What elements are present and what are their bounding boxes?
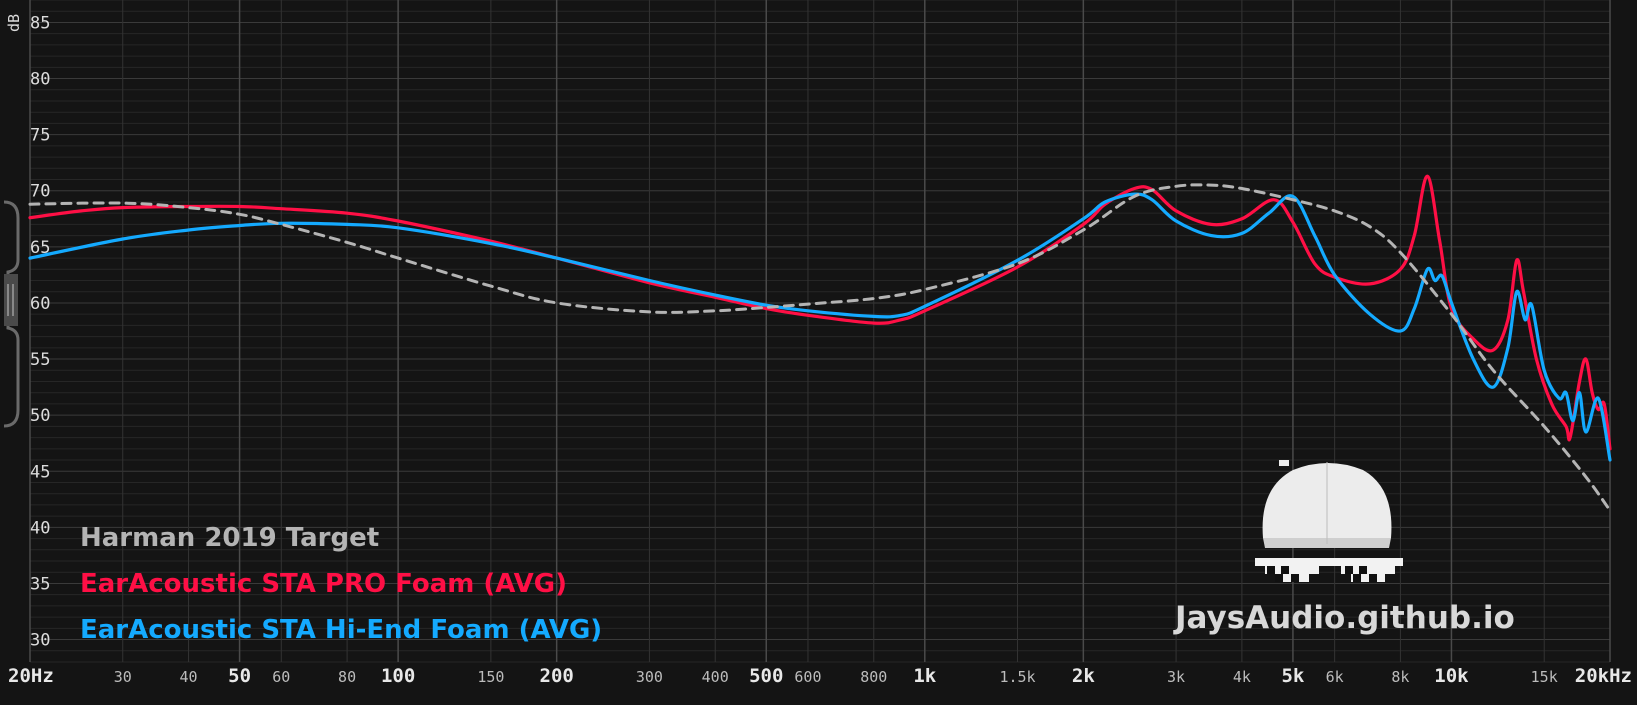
- x-tick-label: 300: [636, 668, 663, 686]
- y-tick-label: 35: [30, 574, 50, 594]
- cap-and-pixel-sunglasses-icon: [1253, 458, 1403, 598]
- y-tick-label: 65: [30, 238, 50, 258]
- x-tick-label: 150: [477, 668, 504, 686]
- x-tick-label: 20Hz: [8, 665, 54, 687]
- x-tick-label: 500: [749, 665, 783, 687]
- x-axis-ticks: 20Hz 30 40 50 60 80 100 150 200 300 400 500 600 800 1k…: [8, 665, 1632, 687]
- x-tick-label: 20kHz: [1575, 665, 1632, 687]
- x-tick-label: 100: [381, 665, 415, 687]
- x-tick-label: 60: [272, 668, 290, 686]
- x-tick-label: 8k: [1391, 668, 1409, 686]
- y-tick-label: 80: [30, 70, 50, 90]
- y-tick-label: 70: [30, 182, 50, 202]
- watermark-text: JaysAudio.github.io: [1175, 600, 1515, 636]
- series-lines: [28, 174, 1612, 512]
- x-tick-label: 2k: [1072, 665, 1095, 687]
- x-tick-label: 10k: [1434, 665, 1469, 687]
- x-tick-label: 600: [794, 668, 821, 686]
- x-tick-label: 1k: [913, 665, 936, 687]
- x-tick-label: 50: [228, 665, 251, 687]
- y-axis-ticks: 85 80 75 70 65 60 55 50 45 40 35 30: [30, 13, 50, 650]
- y-tick-label: 50: [30, 406, 50, 426]
- series-line-0: [28, 183, 1612, 512]
- x-tick-label: 80: [338, 668, 356, 686]
- y-tick-label: 40: [30, 518, 50, 538]
- x-tick-label: 4k: [1233, 668, 1251, 686]
- x-tick-label: 5k: [1281, 665, 1304, 687]
- legend-item-pro[interactable]: EarAcoustic STA PRO Foam (AVG): [80, 569, 568, 599]
- y-tick-label: 60: [30, 294, 50, 314]
- scale-drag-handle[interactable]: [0, 200, 22, 428]
- x-tick-label: 3k: [1167, 668, 1185, 686]
- y-tick-label: 75: [30, 126, 50, 146]
- chart-legend: Harman 2019 Target EarAcoustic STA PRO F…: [80, 515, 602, 653]
- x-tick-label: 15k: [1531, 668, 1558, 686]
- y-tick-label: 45: [30, 462, 50, 482]
- x-tick-label: 400: [702, 668, 729, 686]
- series-line-1: [28, 174, 1612, 451]
- legend-item-target[interactable]: Harman 2019 Target: [80, 523, 380, 553]
- x-tick-label: 6k: [1326, 668, 1344, 686]
- y-tick-label: 85: [30, 13, 50, 33]
- x-tick-label: 40: [180, 668, 198, 686]
- x-tick-label: 1.5k: [999, 668, 1035, 686]
- series-line-2: [28, 192, 1612, 462]
- x-tick-label: 800: [860, 668, 887, 686]
- y-tick-label: 55: [30, 350, 50, 370]
- y-axis-label: dB: [5, 14, 23, 32]
- y-tick-label: 30: [30, 631, 50, 651]
- x-tick-label: 200: [540, 665, 574, 687]
- x-tick-label: 30: [114, 668, 132, 686]
- legend-item-hiend[interactable]: EarAcoustic STA Hi-End Foam (AVG): [80, 615, 603, 645]
